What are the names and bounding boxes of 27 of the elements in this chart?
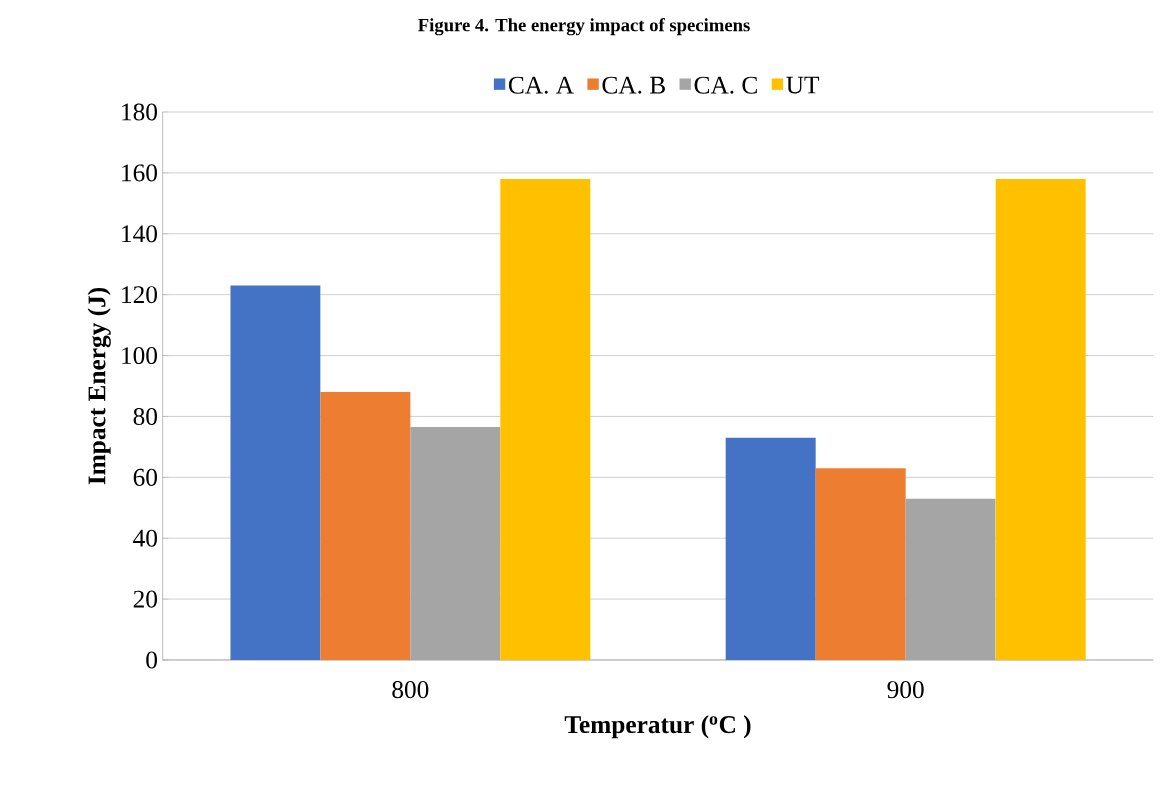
bar [725, 437, 816, 661]
bar [815, 468, 906, 661]
chart-title: Figure 4. The energy impact of specimens [418, 18, 750, 36]
bar [500, 179, 591, 661]
bar [995, 179, 1086, 661]
y-tick-label: 100 [122, 347, 157, 365]
bar [230, 285, 321, 661]
x-tick-label: 800 [392, 681, 429, 699]
y-tick-label: 180 [122, 103, 157, 121]
y-tick-label: 160 [122, 164, 157, 182]
y-tick-label: 40 [133, 529, 157, 547]
x-axis-title: Temperatur ($^{o}$C ) [564, 715, 751, 739]
y-tick-label: 20 [133, 590, 157, 608]
bar [410, 427, 501, 661]
legend-label: CA. B [602, 76, 665, 94]
y-tick-label: 140 [122, 225, 157, 243]
y-tick-label: 120 [122, 286, 157, 304]
y-axis-title: Impact Energy (J) [87, 288, 111, 485]
legend-label: CA. C [694, 76, 757, 94]
legend-label: CA. A [508, 76, 574, 94]
bar [905, 498, 996, 661]
y-tick-label: 0 [146, 651, 157, 669]
legend-label: UT [786, 76, 820, 94]
y-tick-label: 80 [133, 408, 157, 426]
bar [320, 392, 411, 661]
y-tick-label: 60 [133, 468, 157, 487]
x-tick-label: 900 [887, 681, 924, 699]
